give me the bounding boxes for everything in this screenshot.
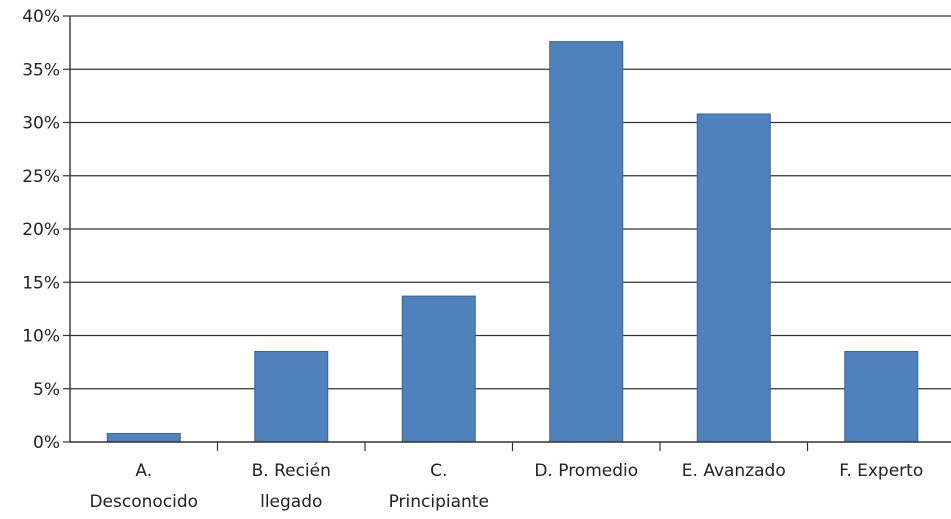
axes [63,15,951,451]
x-tick-label: F. Experto [839,461,923,481]
bar [106,432,181,443]
bars [106,41,919,443]
x-tick-label: B. Recién llegado [252,461,331,512]
y-tick-label: 0% [33,433,60,453]
y-tick-label: 10% [22,327,60,347]
y-tick-label: 40% [22,7,60,27]
bar [254,350,329,443]
bar [401,295,476,443]
gridlines [70,15,951,390]
x-tick-label: A. Desconocido [89,461,198,512]
x-tick-labels: A. Desconocido B. Recién llegado C. Principia… [89,461,923,512]
y-tick-label: 30% [22,114,60,134]
x-tick-label: E. Avanzado [682,461,786,481]
x-tick-label: D. Promedio [534,461,638,481]
y-tick-labels: 0% 5% 10% 15% 20% 25% 30% 35% 40% [22,7,60,453]
y-tick-label: 35% [22,60,60,80]
bar [549,41,624,443]
y-tick-label: 15% [22,273,60,293]
x-tick-label: C. Principiante [389,461,489,512]
bar [844,350,919,443]
y-tick-label: 25% [22,167,60,187]
bar [696,113,771,443]
y-tick-label: 5% [33,380,60,400]
y-tick-label: 20% [22,220,60,240]
